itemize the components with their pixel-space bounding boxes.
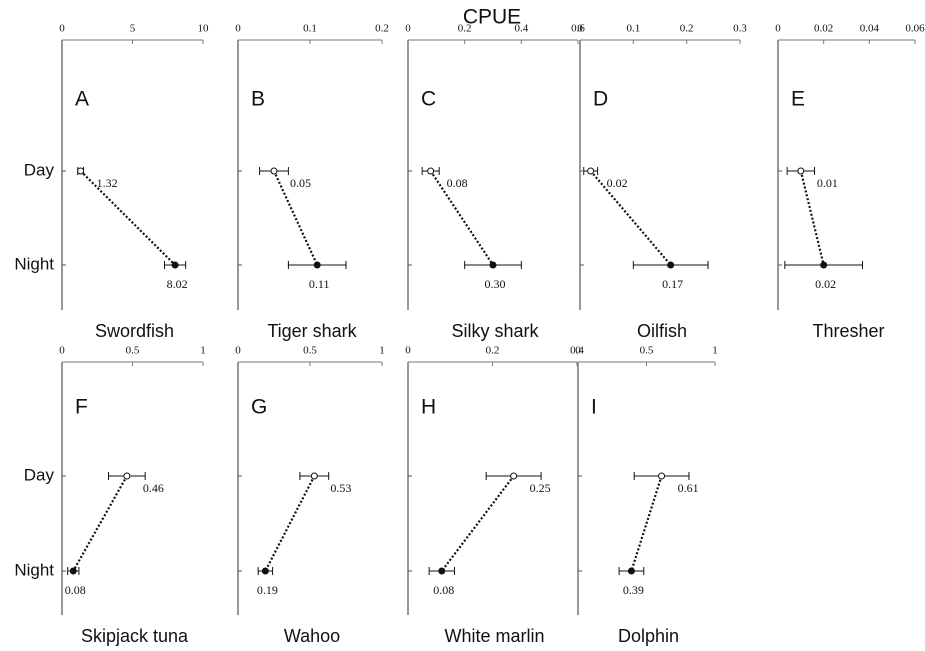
x-tick-label: 0.5 <box>640 345 654 357</box>
night-point <box>820 261 828 269</box>
x-tick-label: 0.5 <box>126 345 140 357</box>
day-point <box>510 472 518 480</box>
x-tick-label: 1 <box>200 345 206 357</box>
panel-letter: F <box>75 396 88 419</box>
species-name: Skipjack tuna <box>81 626 189 646</box>
value-label: 0.08 <box>65 583 86 597</box>
x-tick-label: 0.4 <box>514 23 528 35</box>
value-label: 0.17 <box>662 277 683 291</box>
night-point <box>261 567 269 575</box>
night-point <box>171 261 179 269</box>
day-point <box>310 472 318 480</box>
panel-letter: B <box>251 88 265 111</box>
panel-letter: C <box>421 88 436 111</box>
connector-line <box>440 475 515 572</box>
x-tick-label: 0.5 <box>303 345 317 357</box>
panel-letter: E <box>791 88 805 111</box>
x-tick-label: 5 <box>130 23 136 35</box>
x-tick-label: 0 <box>59 23 65 35</box>
x-tick-label: 1 <box>379 345 385 357</box>
connector-line <box>799 170 825 266</box>
species-name: Tiger shark <box>267 321 357 341</box>
chart-title: CPUE <box>463 6 521 29</box>
panel-letter: A <box>75 88 89 111</box>
value-label: 0.53 <box>330 481 351 495</box>
value-label: 0.02 <box>607 176 628 190</box>
day-point <box>797 167 805 175</box>
x-tick-label: 0.4 <box>570 345 584 357</box>
species-name: Swordfish <box>95 321 174 341</box>
x-tick-label: 0.06 <box>905 23 925 35</box>
night-point <box>313 261 321 269</box>
y-tick-label: Day <box>24 160 55 179</box>
night-point <box>667 261 675 269</box>
day-point <box>123 472 131 480</box>
day-point <box>587 167 595 175</box>
x-tick-label: 0.3 <box>733 23 747 35</box>
value-label: 0.46 <box>143 481 164 495</box>
x-tick-label: 0.04 <box>860 23 880 35</box>
value-label: 0.08 <box>447 176 468 190</box>
value-label: 1.32 <box>97 176 118 190</box>
y-tick-label: Night <box>14 560 54 579</box>
night-point <box>489 261 497 269</box>
value-label: 0.11 <box>309 277 330 291</box>
day-point <box>77 167 85 175</box>
x-tick-label: 10 <box>198 23 210 35</box>
value-label: 0.02 <box>815 277 836 291</box>
species-name: Wahoo <box>284 626 340 646</box>
value-label: 0.61 <box>678 481 699 495</box>
x-tick-label: 1 <box>712 345 718 357</box>
x-tick-label: 0.2 <box>458 23 472 35</box>
panel-letter: D <box>593 88 608 111</box>
value-label: 8.02 <box>167 277 188 291</box>
x-tick-label: 0 <box>59 345 65 357</box>
species-name: Silky shark <box>451 321 539 341</box>
night-point <box>627 567 635 575</box>
x-tick-label: 0 <box>577 23 583 35</box>
night-point <box>69 567 77 575</box>
x-tick-label: 0.2 <box>486 345 500 357</box>
x-tick-label: 0.1 <box>303 23 317 35</box>
species-name: Thresher <box>812 321 884 341</box>
value-label: 0.19 <box>257 583 278 597</box>
y-tick-label: Night <box>14 254 54 273</box>
x-tick-label: 0.2 <box>680 23 694 35</box>
value-label: 0.05 <box>290 176 311 190</box>
species-name: Oilfish <box>637 321 687 341</box>
x-tick-label: 0 <box>575 345 581 357</box>
species-name: Dolphin <box>618 626 679 646</box>
connector-line <box>589 170 672 266</box>
value-label: 0.01 <box>817 176 838 190</box>
panel-letter: G <box>251 396 267 419</box>
x-tick-label: 0 <box>405 23 411 35</box>
value-label: 0.30 <box>485 277 506 291</box>
connector-line <box>72 475 128 572</box>
day-point <box>270 167 278 175</box>
value-label: 0.39 <box>623 583 644 597</box>
connector-line <box>79 170 176 266</box>
x-tick-label: 0.2 <box>375 23 389 35</box>
x-tick-label: 0.02 <box>814 23 833 35</box>
connector-line <box>630 475 663 572</box>
value-label: 0.25 <box>530 481 551 495</box>
x-tick-label: 0 <box>235 23 241 35</box>
connector-line <box>429 170 494 266</box>
x-tick-label: 0.6 <box>571 23 585 35</box>
night-point <box>438 567 446 575</box>
x-tick-label: 0 <box>775 23 781 35</box>
x-tick-label: 0 <box>405 345 411 357</box>
panel-letter: I <box>591 396 597 419</box>
species-name: White marlin <box>444 626 544 646</box>
day-point <box>427 167 435 175</box>
y-tick-label: Day <box>24 465 55 484</box>
value-label: 0.08 <box>433 583 454 597</box>
day-point <box>658 472 666 480</box>
x-tick-label: 0 <box>235 345 241 357</box>
panel-letter: H <box>421 396 436 419</box>
x-tick-label: 0.1 <box>626 23 640 35</box>
connector-line <box>273 170 319 266</box>
connector-line <box>264 475 316 572</box>
